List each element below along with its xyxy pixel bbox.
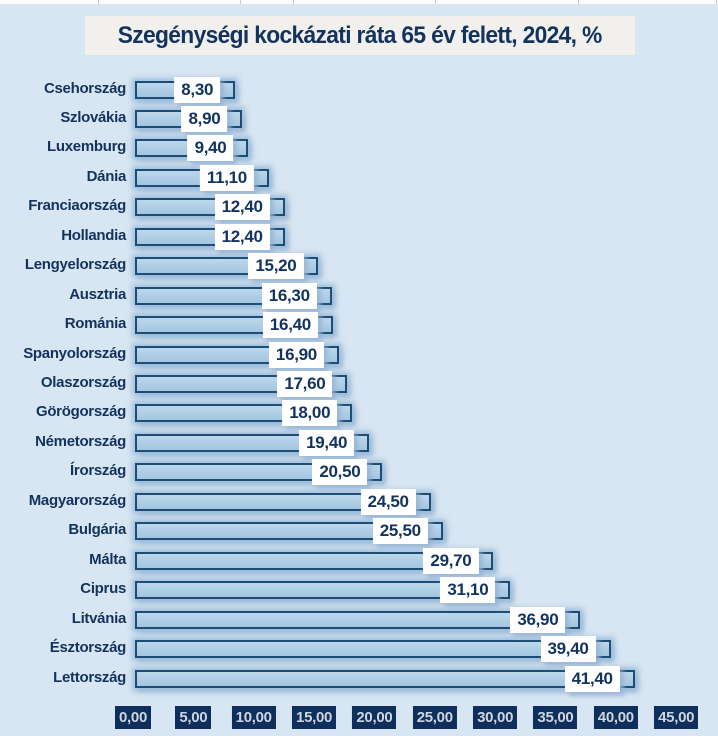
category-label-4: Dánia <box>86 167 127 185</box>
value-label-1: 8,30 <box>174 76 221 103</box>
x-axis-tick-10,00: 10,00 <box>231 706 276 729</box>
x-axis-tick-30,00: 30,00 <box>473 706 518 729</box>
category-label-20: Észtország <box>49 639 127 657</box>
x-axis-tick-40,00: 40,00 <box>593 706 638 729</box>
category-label-10: Spanyolország <box>23 344 126 362</box>
value-label-19: 36,90 <box>510 606 566 633</box>
value-label-21: 41,40 <box>564 665 620 692</box>
grid-tick <box>578 0 579 4</box>
grid-tick <box>98 0 99 4</box>
category-label-14: Írország <box>70 462 126 480</box>
category-label-21: Lettország <box>53 668 126 686</box>
value-label-18: 31,10 <box>440 577 496 604</box>
category-label-5: Franciaország <box>28 197 126 215</box>
spreadsheet-edge-strip <box>0 0 718 4</box>
value-label-11: 17,60 <box>277 371 333 397</box>
x-axis-tick-20,00: 20,00 <box>352 706 397 729</box>
bar-19 <box>135 610 581 629</box>
bar-16 <box>135 522 443 541</box>
grid-tick <box>716 0 717 4</box>
bar-15 <box>135 492 431 511</box>
value-label-7: 15,20 <box>248 253 304 280</box>
bar-17 <box>135 551 494 570</box>
value-label-3: 9,40 <box>187 135 234 162</box>
value-label-4: 11,10 <box>199 164 254 191</box>
bar-20 <box>135 640 611 659</box>
category-label-8: Ausztria <box>69 285 126 303</box>
category-label-9: Románia <box>64 315 127 333</box>
category-label-17: Málta <box>89 550 126 568</box>
category-label-2: Szlovákia <box>60 108 126 126</box>
category-label-7: Lengyelország <box>24 256 126 274</box>
category-label-1: Csehország <box>43 79 126 97</box>
value-label-17: 29,70 <box>423 547 479 574</box>
grid-tick <box>435 0 436 4</box>
value-label-9: 16,40 <box>262 312 318 339</box>
x-axis-tick-5,00: 5,00 <box>175 706 212 729</box>
bar-21 <box>135 669 635 688</box>
value-label-12: 18,00 <box>282 400 338 427</box>
value-label-13: 19,40 <box>299 429 355 456</box>
category-label-13: Németország <box>35 432 126 450</box>
x-axis-tick-35,00: 35,00 <box>533 706 578 729</box>
bar-18 <box>135 581 511 600</box>
x-axis-tick-15,00: 15,00 <box>292 706 337 729</box>
category-label-3: Luxemburg <box>47 138 126 156</box>
value-label-16: 25,50 <box>372 518 428 545</box>
grid-tick <box>293 0 294 4</box>
x-axis-tick-25,00: 25,00 <box>412 706 457 729</box>
category-label-16: Bulgária <box>68 521 126 539</box>
value-label-6: 12,40 <box>214 223 270 250</box>
grid-tick <box>240 0 241 4</box>
value-label-15: 24,50 <box>360 488 416 515</box>
value-label-8: 16,30 <box>261 282 317 309</box>
category-label-11: Olaszország <box>40 374 126 391</box>
value-label-10: 16,90 <box>268 341 324 368</box>
category-label-6: Hollandia <box>61 226 126 244</box>
x-axis-tick-45,00: 45,00 <box>654 706 699 729</box>
value-label-20: 39,40 <box>540 636 596 663</box>
category-label-15: Magyarország <box>28 491 127 509</box>
category-label-18: Ciprus <box>80 580 126 598</box>
chart-title: Szegénységi kockázati ráta 65 év felett,… <box>118 21 603 49</box>
x-axis-tick-0,00: 0,00 <box>115 706 151 729</box>
value-label-5: 12,40 <box>214 194 270 221</box>
category-label-12: Görögország <box>35 403 126 421</box>
chart-title-box: Szegénységi kockázati ráta 65 év felett,… <box>85 16 635 55</box>
value-label-14: 20,50 <box>312 459 368 486</box>
category-label-19: Litvánia <box>71 609 127 627</box>
value-label-2: 8,90 <box>181 105 228 132</box>
